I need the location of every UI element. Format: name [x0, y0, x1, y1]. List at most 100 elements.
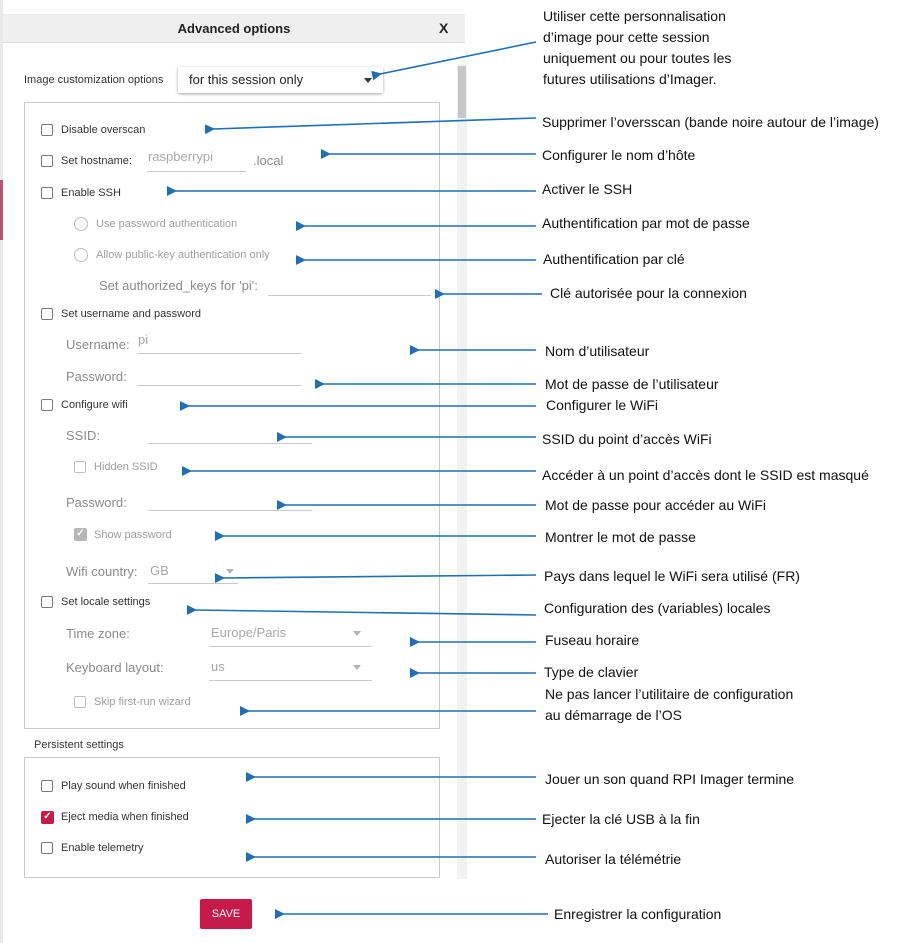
note-locale: Configuration des (variables) locales: [544, 600, 771, 616]
note-password-auth: Authentification par mot de passe: [542, 215, 750, 231]
timezone-underline: [209, 646, 372, 647]
note-play-sound: Jouer un son quand RPI Imager termine: [545, 771, 795, 787]
skip-wizard-label: Skip first-run wizard: [94, 696, 191, 708]
note-customization-line: d’image pour cette session: [543, 29, 710, 45]
scrollbar-thumb[interactable]: [458, 66, 466, 118]
note-key-auth: Authentification par clé: [543, 251, 685, 267]
note-customization-line: futures utilisations d’Imager.: [543, 71, 717, 87]
keyboard-underline: [209, 680, 372, 681]
ssid-input[interactable]: [148, 422, 312, 444]
keyboard-label: Keyboard layout:: [66, 660, 164, 675]
set-hostname-label: Set hostname:: [61, 155, 132, 167]
note-show-password: Montrer le mot de passe: [545, 529, 696, 545]
note-authorized-key: Clé autorisée pour la connexion: [550, 285, 747, 301]
configure-wifi-label: Configure wifi: [61, 399, 128, 411]
show-password-label: Show password: [94, 529, 172, 541]
chevron-down-icon: [353, 631, 361, 636]
ssid-underline: [148, 443, 312, 444]
eject-media-label: Eject media when finished: [61, 811, 189, 823]
user-password-label: Password:: [66, 369, 127, 384]
hostname-input[interactable]: raspberrypi: [147, 148, 246, 172]
wifi-country-underline: [148, 583, 238, 584]
hostname-suffix: .local: [253, 153, 284, 168]
set-locale-checkbox[interactable]: [41, 596, 53, 608]
timezone-label: Time zone:: [66, 626, 130, 641]
hostname-underline: [147, 171, 246, 172]
eject-media-checkbox[interactable]: ✓: [41, 811, 54, 824]
set-locale-label: Set locale settings: [61, 596, 151, 608]
hidden-ssid-checkbox[interactable]: [74, 461, 86, 473]
chevron-down-icon: [353, 665, 361, 670]
play-sound-checkbox[interactable]: [41, 780, 53, 792]
disable-overscan-checkbox[interactable]: [41, 124, 53, 136]
hidden-ssid-label: Hidden SSID: [94, 461, 158, 473]
note-wifi-password: Mot de passe pour accéder au WiFi: [545, 497, 766, 513]
set-user-checkbox[interactable]: [41, 308, 53, 320]
window-edge: [0, 0, 3, 943]
note-customization-line: Utiliser cette personnalisation: [543, 8, 726, 24]
telemetry-checkbox[interactable]: [41, 842, 53, 854]
note-overscan: Supprimer l’oversscan (bande noire autou…: [542, 114, 879, 130]
dialog-title: Advanced options: [177, 21, 291, 36]
play-sound-label: Play sound when finished: [61, 780, 186, 792]
chevron-down-icon: [364, 78, 372, 83]
scrollbar[interactable]: [457, 64, 467, 879]
username-underline: [137, 353, 301, 354]
disable-overscan-label: Disable overscan: [61, 124, 146, 136]
note-username: Nom d’utilisateur: [545, 343, 650, 359]
keyboard-value: us: [211, 659, 225, 674]
note-save: Enregistrer la configuration: [554, 906, 722, 922]
persistent-settings-title: Persistent settings: [34, 739, 124, 751]
note-customization-line: uniquement ou pour toutes les: [543, 50, 732, 66]
note-telemetry: Autoriser la télémétrie: [545, 851, 682, 867]
set-user-label: Set username and password: [61, 308, 202, 320]
image-customization-select[interactable]: for this session only: [178, 67, 383, 93]
note-first-run-line: Ne pas lancer l’utilitaire de configurat…: [545, 686, 794, 702]
enable-ssh-label: Enable SSH: [61, 187, 121, 199]
skip-wizard-checkbox[interactable]: [74, 696, 86, 708]
show-password-checkbox[interactable]: ✓: [74, 528, 87, 541]
wifi-password-underline: [148, 510, 312, 511]
advanced-options-dialog: Advanced options X Image customization o…: [0, 0, 467, 943]
username-label: Username:: [66, 337, 130, 352]
image-customization-value: for this session only: [189, 72, 304, 87]
timezone-select[interactable]: Europe/Paris: [209, 620, 372, 647]
authorized-keys-input[interactable]: [268, 274, 431, 296]
chevron-down-icon: [226, 569, 234, 574]
wifi-password-input[interactable]: [148, 489, 312, 511]
note-customization: Utiliser cette personnalisation d’image …: [543, 6, 731, 90]
wifi-country-label: Wifi country:: [66, 564, 138, 579]
username-input[interactable]: pi: [137, 330, 301, 354]
set-hostname-checkbox[interactable]: [41, 155, 53, 167]
note-user-password: Mot de passe de l’utilisateur: [545, 376, 719, 392]
hostname-placeholder: raspberrypi: [148, 149, 214, 164]
user-password-input[interactable]: [137, 364, 301, 386]
enable-ssh-checkbox[interactable]: [41, 187, 53, 199]
note-wifi-country: Pays dans lequel le WiFi sera utilisé (F…: [544, 568, 800, 584]
note-keyboard: Type de clavier: [544, 664, 639, 680]
wifi-password-label: Password:: [66, 495, 127, 510]
note-ssh: Activer le SSH: [542, 181, 633, 197]
pubkey-auth-label: Allow public-key authentication only: [96, 249, 270, 261]
password-auth-radio[interactable]: [74, 217, 88, 231]
pubkey-auth-radio[interactable]: [74, 248, 88, 262]
title-bar: Advanced options X: [3, 14, 465, 43]
save-button[interactable]: SAVE: [200, 899, 252, 929]
customization-group: [24, 102, 440, 729]
username-placeholder: pi: [138, 332, 149, 347]
note-eject: Ejecter la clé USB à la fin: [542, 811, 700, 827]
image-customization-label: Image customization options: [24, 74, 164, 86]
wifi-country-select[interactable]: GB: [148, 558, 238, 584]
telemetry-label: Enable telemetry: [61, 842, 144, 854]
note-wifi: Configurer le WiFi: [546, 397, 659, 413]
password-auth-label: Use password authentication: [96, 218, 238, 230]
close-button[interactable]: X: [439, 20, 449, 36]
keyboard-select[interactable]: us: [209, 654, 372, 681]
window-edge-accent: [0, 180, 3, 240]
authorized-keys-label: Set authorized_keys for 'pi':: [99, 278, 258, 293]
authorized-keys-underline: [268, 295, 431, 296]
note-hidden-ssid: Accéder à un point d’accès dont le SSID …: [542, 467, 869, 483]
ssid-label: SSID:: [66, 428, 100, 443]
configure-wifi-checkbox[interactable]: [41, 399, 53, 411]
note-ssid: SSID du point d’accès WiFi: [542, 431, 712, 447]
